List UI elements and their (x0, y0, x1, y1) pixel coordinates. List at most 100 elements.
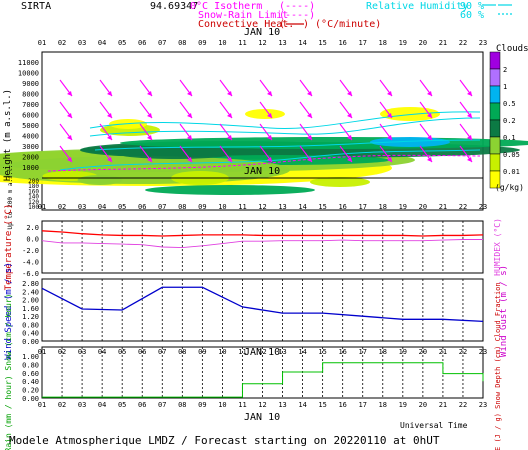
rh-90-label: 90 % (460, 1, 484, 12)
convective-label: Convective Heat. (198, 19, 294, 30)
clouds-legend-title: Clouds (496, 44, 528, 54)
clouds-legend-swatch (489, 119, 501, 138)
clouds-legend-unit: (g/kg) (495, 183, 524, 192)
rain-top-hour-tick: 01 (38, 348, 46, 356)
rh-60-label: 60 % (460, 10, 484, 21)
wind-tick-label: 2.40 (22, 288, 39, 296)
rain-bottom-hour-tick: 02 (58, 401, 66, 409)
clouds-legend-swatch (489, 153, 501, 172)
wind-speed-line (41, 286, 484, 323)
temperature-line (41, 230, 484, 237)
rain-bottom-hour-tick: 23 (479, 401, 487, 409)
rain-bottom-hour-tick: 17 (359, 401, 367, 409)
cloud-bottom-hour-tick: 18 (379, 203, 387, 211)
rain-top-hour-tick: 10 (218, 348, 226, 356)
rain-top-hour-tick: 22 (459, 348, 467, 356)
wind-arrow-head (67, 91, 72, 96)
humidity-contour (89, 117, 481, 137)
rain-top-hour-tick: 07 (158, 348, 166, 356)
rain-bottom-hour-tick: 03 (78, 401, 86, 409)
rain-top-hour-tick: 08 (178, 348, 186, 356)
cloud-bottom-hour-tick: 03 (78, 203, 86, 211)
rain-bottom-hour-tick: 16 (338, 401, 346, 409)
height-tick-label: 6000 (22, 112, 39, 120)
wind-arrow-head (307, 135, 312, 140)
top-hour-tick: 11 (238, 39, 246, 47)
cloud-bottom-hour-tick: 20 (419, 203, 427, 211)
wind-gust-axis-label: Wind Gust (m / s) (499, 265, 509, 357)
rain-top-hour-tick: 02 (58, 348, 66, 356)
cloud-bottom-hour-tick: 08 (178, 203, 186, 211)
rain-step-line (42, 362, 484, 398)
wind-arrow-head (267, 135, 272, 140)
wind-series: 2.802.402.001.601.200.800.400.00 (22, 280, 484, 346)
cloud-bottom-hour-tick: 14 (298, 203, 306, 211)
rain-bottom-hour-tick: 01 (38, 401, 46, 409)
top-hour-tick: 23 (479, 39, 487, 47)
cloud-water-blob (370, 137, 450, 147)
wind-arrow-head (267, 157, 272, 162)
top-hour-tick: 03 (78, 39, 86, 47)
clouds-legend-level: 0.05 (503, 151, 520, 159)
cloud-bottom-hour-tick: 17 (359, 203, 367, 211)
temperature-tick-label: -6.0 (22, 270, 39, 278)
rain-tick-label: 0.60 (22, 370, 39, 378)
rain-bottom-hour-tick: 11 (238, 401, 246, 409)
wind-arrow-head (227, 157, 232, 162)
cloud-bottom-hour-tick: 15 (318, 203, 326, 211)
rain-top-hour-tick: 06 (138, 348, 146, 356)
rain-top-hour-tick: 16 (338, 348, 346, 356)
wind-arrow-head (267, 113, 272, 118)
wind-arrow-head (387, 157, 392, 162)
rain-bottom-hour-tick: 14 (298, 401, 306, 409)
wind-arrow-head (387, 113, 392, 118)
wind-arrow-head (147, 91, 152, 96)
rain-bottom-hour-tick: 05 (118, 401, 126, 409)
height-tick-label: 3000 (22, 143, 39, 151)
site-label: SIRTA (21, 1, 51, 12)
top-hour-tick: 12 (258, 39, 266, 47)
top-hour-tick: 14 (298, 39, 306, 47)
wind-tick-label: 0.00 (22, 338, 39, 346)
humidex-axis-label: HUMIDEX (°C) (493, 218, 502, 276)
rain-top-hour-tick: 23 (479, 348, 487, 356)
temperature-axis-label: Temperature (°C) (4, 204, 14, 291)
rain-top-hour-tick: 04 (98, 348, 106, 356)
isotherm-label: 0°C Isotherm (190, 1, 262, 12)
wind-arrow-head (107, 157, 112, 162)
clouds-legend-level: 2 (503, 66, 507, 74)
rain-top-date-label: JAN 10 (244, 347, 280, 358)
top-hour-tick: 05 (118, 39, 126, 47)
wind-arrow-head (187, 113, 192, 118)
wind-arrow-head (147, 157, 152, 162)
humidity-contour (89, 111, 481, 129)
wind-arrow-head (467, 113, 472, 118)
rain-top-hour-tick: 05 (118, 348, 126, 356)
coords-label: 94.69347 (150, 1, 198, 12)
rain-top-hour-tick: 03 (78, 348, 86, 356)
wind-tick-label: 2.80 (22, 280, 39, 288)
rain-bottom-hour-tick: 18 (379, 401, 387, 409)
low-height-tick-label: 140 (28, 194, 39, 201)
height-tick-label: 10000 (18, 70, 39, 78)
wind-arrow-head (307, 91, 312, 96)
humidity-contours (59, 111, 481, 171)
cloud-water-blob (115, 147, 235, 159)
cloud-bottom-hour-tick: 11 (238, 203, 246, 211)
humidex-line (41, 239, 483, 249)
top-date-label: JAN 10 (244, 27, 280, 38)
cloud-bottom-hour-tick: 22 (459, 203, 467, 211)
wind-tick-label: 0.40 (22, 330, 39, 338)
rain-bottom-hour-tick: 19 (399, 401, 407, 409)
height-tick-label: 5000 (22, 122, 39, 130)
clouds-legend-level: 1 (503, 83, 507, 91)
wind-arrows (59, 79, 473, 163)
top-hour-tick: 01 (38, 39, 46, 47)
cloud-water-blob (245, 109, 285, 119)
rain-bottom-hour-tick: 21 (439, 401, 447, 409)
cloud-bottom-hour-tick: 13 (278, 203, 286, 211)
cloud-water-blob (310, 177, 370, 187)
top-hour-tick: 17 (359, 39, 367, 47)
wind-arrow-head (467, 91, 472, 96)
rain-top-hour-tick: 13 (278, 348, 286, 356)
